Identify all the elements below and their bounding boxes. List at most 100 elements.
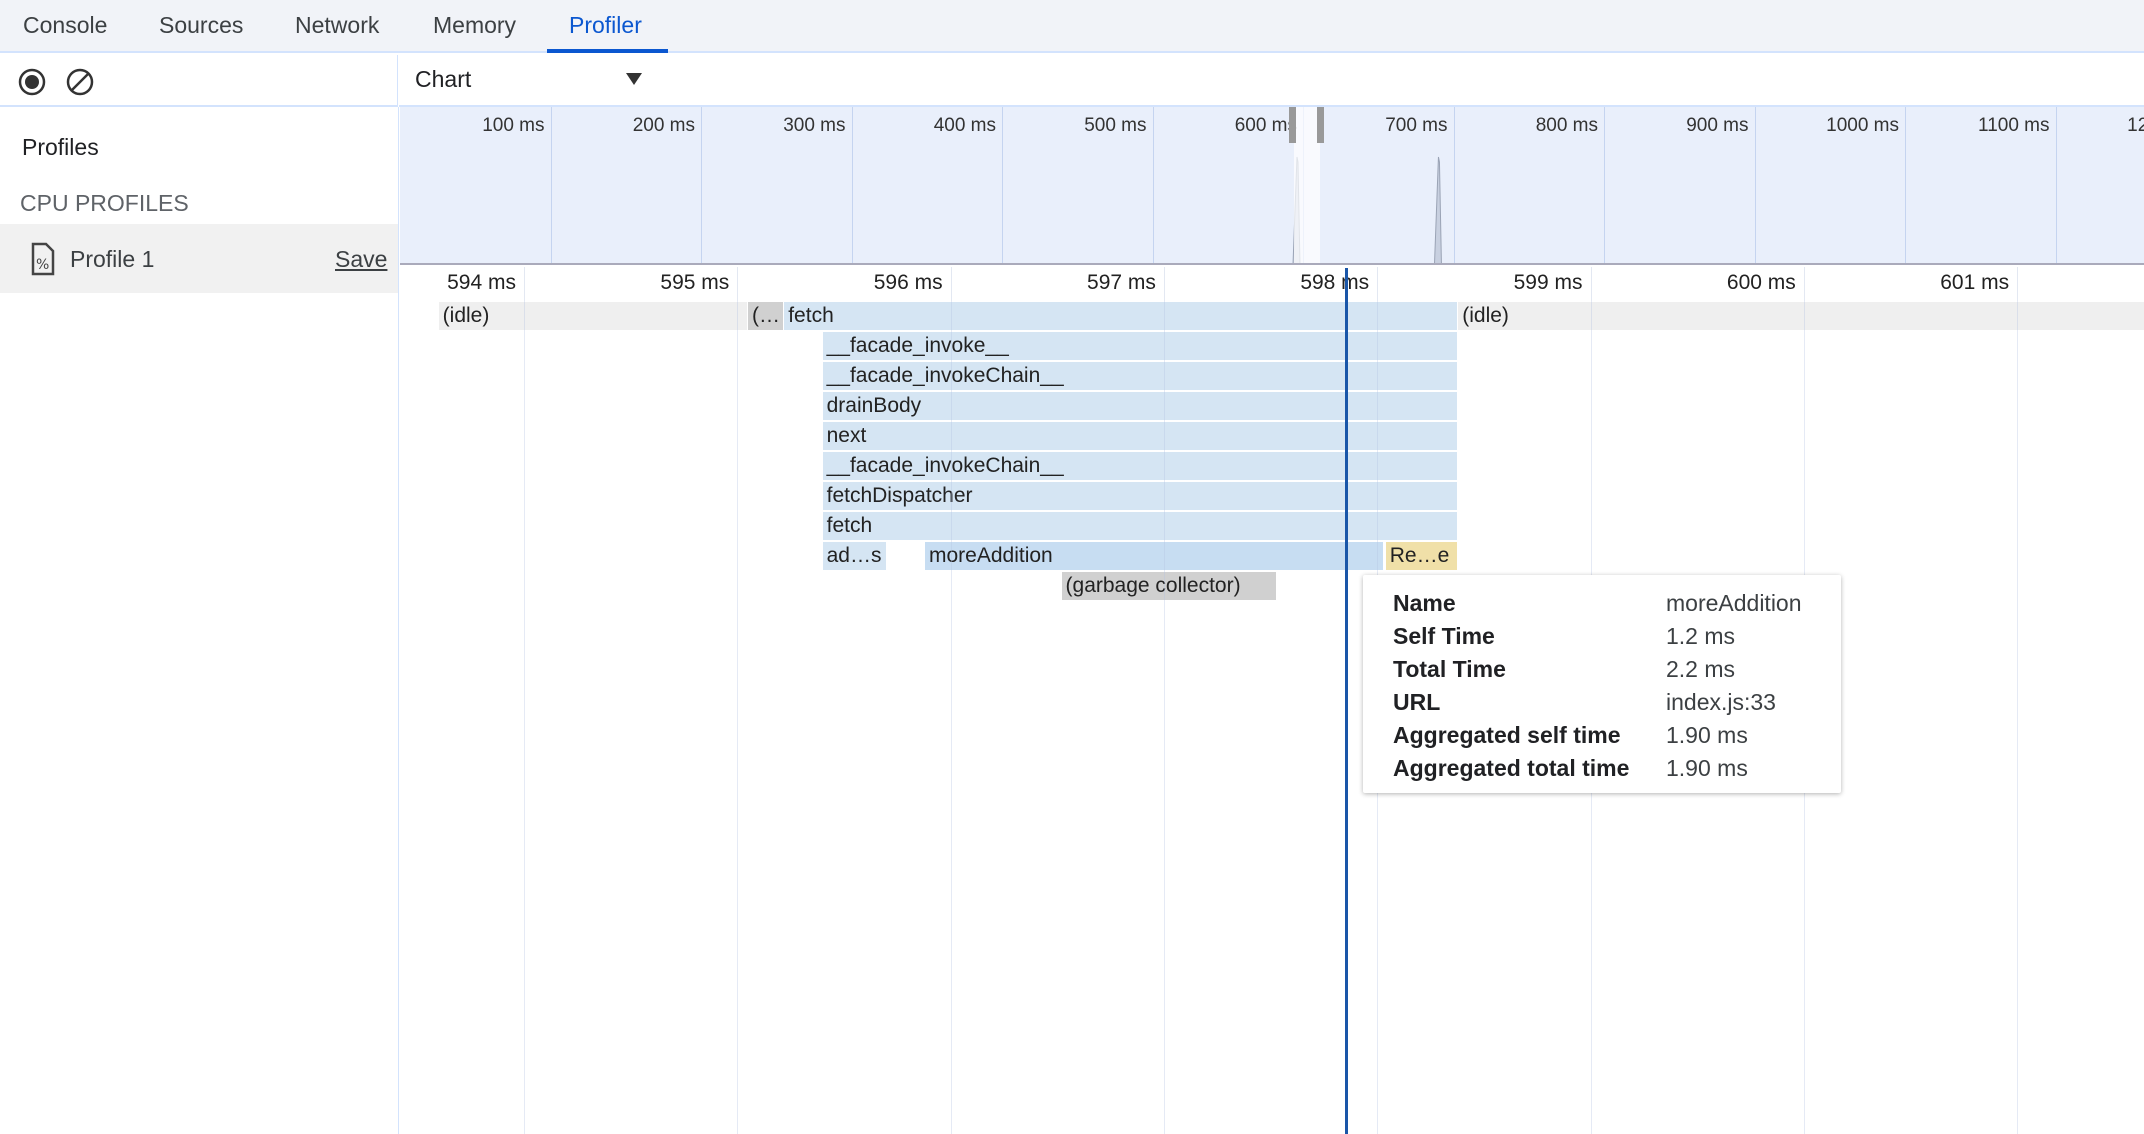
overview-tick-label: 200 ms — [632, 115, 695, 136]
ruler-gridline — [524, 267, 525, 301]
ruler-gridline — [1590, 267, 1592, 301]
tooltip-value: 1.90 ms — [1666, 722, 1748, 748]
overview-tick-label: 500 ms — [1084, 115, 1147, 136]
ruler-tick-label: 594 ms — [447, 271, 516, 294]
profiles-toolbar — [0, 55, 398, 107]
overview-tick-label: 1100 ms — [1978, 115, 2050, 136]
entry-tooltip: Name moreAddition Self Time 1.2 ms Total Tim… — [1363, 575, 1841, 793]
flame-entry[interactable]: moreAddition — [925, 542, 1383, 570]
tooltip-key: Total Time — [1393, 656, 1506, 682]
flame-entry[interactable]: fetchDispatcher — [822, 482, 1458, 510]
tooltip-key: Aggregated self time — [1393, 722, 1621, 748]
flame-entry[interactable]: (idle) — [1458, 302, 2144, 330]
overview-gridline — [1905, 107, 1906, 263]
view-mode-select[interactable]: Chart — [399, 55, 659, 105]
cpu-activity-graph — [1292, 156, 1442, 263]
tooltip-row: Aggregated self time 1.90 ms — [1393, 719, 1841, 752]
overview-tick-label: 100 ms — [482, 115, 545, 136]
overview-tick-label: 1200 ms — [2127, 115, 2144, 136]
tooltip-row: Self Time 1.2 ms — [1393, 620, 1841, 653]
ruler-tick-label: 595 ms — [660, 271, 730, 294]
overview-gridline — [1002, 107, 1003, 263]
tooltip-value: moreAddition — [1666, 590, 1802, 616]
tab-sources[interactable]: Sources — [159, 12, 244, 38]
ruler-tick-label: 601 ms — [1940, 271, 2010, 294]
overview-gridline — [1453, 107, 1455, 263]
ruler-tick-label: 599 ms — [1513, 271, 1583, 294]
tab-profiler[interactable]: Profiler — [569, 12, 642, 38]
selection-handle-right[interactable] — [1316, 107, 1324, 143]
sidebar-title: Profiles — [22, 134, 99, 160]
flame-entry[interactable]: fetch — [784, 302, 1458, 330]
tooltip-key: Aggregated total time — [1393, 755, 1630, 781]
ruler-tick-label: 600 ms — [1726, 271, 1796, 294]
save-profile-link[interactable]: Save — [335, 246, 388, 272]
panel-tab-bar: Console Sources Network Memory Profiler — [0, 0, 2144, 53]
selection-window[interactable] — [1293, 107, 1320, 263]
overview-tick-label: 800 ms — [1535, 115, 1598, 136]
clear-icon[interactable] — [65, 67, 95, 97]
overview-gridline — [851, 107, 853, 263]
tooltip-row: URL index.js:33 — [1393, 686, 1841, 719]
view-toolbar: Chart — [399, 55, 2144, 107]
overview-tick-label: 900 ms — [1686, 115, 1749, 136]
flame-gridline — [950, 301, 952, 1134]
ruler-gridline — [1377, 267, 1379, 301]
tooltip-key: Self Time — [1393, 623, 1495, 649]
overview-gridline — [550, 107, 552, 263]
cpu-spike — [1434, 156, 1442, 263]
overview-tick-label: 300 ms — [783, 115, 846, 136]
ruler-tick-label: 597 ms — [1087, 271, 1156, 294]
flame-entry[interactable]: (idle) — [438, 302, 747, 330]
tooltip-key: Name — [1393, 590, 1456, 616]
flame-gridline — [2017, 301, 2019, 1134]
overview-tick-label: 1000 ms — [1826, 115, 1899, 136]
tab-memory[interactable]: Memory — [433, 12, 517, 38]
ruler-gridline — [950, 267, 952, 301]
flame-entry[interactable]: fetch — [822, 512, 1458, 540]
active-tab-indicator — [547, 49, 668, 53]
flame-entry[interactable]: __facade_invoke__ — [822, 332, 1458, 360]
flame-entry[interactable]: next — [822, 422, 1458, 450]
tab-console[interactable]: Console — [23, 12, 108, 38]
overview-gridline — [1754, 107, 1756, 263]
ruler-tick-label: 598 ms — [1300, 271, 1370, 294]
flame-entry[interactable]: (… — [747, 302, 784, 330]
profiles-sidebar: Profiles CPU PROFILES — [0, 107, 399, 1134]
flame-entry[interactable]: (garbage collector) — [1061, 572, 1276, 600]
overview-tick-label: 600 ms — [1234, 115, 1297, 136]
tab-network[interactable]: Network — [295, 12, 380, 38]
ruler-gridline — [1163, 267, 1165, 301]
overview-gridline — [2055, 107, 2057, 263]
selection-handle-left[interactable] — [1288, 107, 1296, 143]
svg-text:%: % — [36, 257, 49, 273]
overview-tick-label: 400 ms — [933, 115, 996, 136]
tooltip-value: 1.2 ms — [1666, 623, 1736, 649]
tooltip-value: 1.90 ms — [1666, 755, 1748, 781]
tooltip-value: index.js:33 — [1666, 689, 1776, 715]
ruler-gridline — [737, 267, 739, 301]
flame-entry[interactable]: __facade_invokeChain__ — [822, 452, 1458, 480]
overview-gridline — [701, 107, 702, 263]
tooltip-row: Total Time 2.2 ms — [1393, 653, 1841, 686]
overview-gridline — [1604, 107, 1605, 263]
cpu-profile-file-icon: % — [31, 242, 55, 276]
ruler-tick-label: 596 ms — [873, 271, 943, 294]
flame-entry[interactable]: __facade_invokeChain__ — [822, 362, 1458, 390]
overview-gridline — [1152, 107, 1154, 263]
sidebar-item-profile-1[interactable]: % Profile 1 Save — [0, 224, 398, 293]
cursor-line — [1345, 268, 1349, 1134]
flame-entry[interactable]: drainBody — [822, 392, 1458, 420]
cpu-profiles-heading: CPU PROFILES — [20, 190, 189, 216]
chevron-down-icon — [626, 73, 642, 85]
tooltip-row: Aggregated total time 1.90 ms — [1393, 752, 1841, 785]
flame-gridline — [737, 301, 739, 1134]
timeline-overview[interactable]: 100 ms 200 ms 300 ms 400 ms 500 ms 600 ms 700 … — [400, 107, 2144, 265]
record-icon[interactable] — [17, 67, 47, 97]
flame-chart[interactable]: (idle) (… fetch (idle) __facade_invoke__ __fa… — [400, 301, 2144, 1134]
profile-name: Profile 1 — [70, 246, 155, 272]
flame-entry[interactable]: ad…s — [822, 542, 886, 570]
tooltip-key: URL — [1393, 689, 1441, 715]
flame-entry[interactable]: Re…e — [1385, 542, 1458, 570]
ruler-gridline — [1803, 267, 1805, 301]
